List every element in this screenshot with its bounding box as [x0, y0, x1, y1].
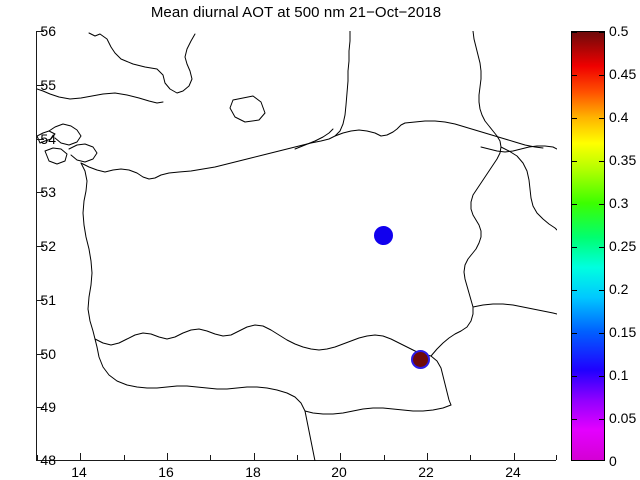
y-axis-label-49: 49 [40, 399, 56, 415]
y-axis-label-55: 55 [40, 77, 56, 93]
colorbar-label-0.15: 0.15 [609, 324, 637, 340]
colorbar-tick [599, 32, 604, 33]
colorbar-tick [572, 161, 577, 162]
y-axis-label-50: 50 [40, 346, 56, 362]
x-tick-major [254, 453, 255, 460]
colorbar-label-0.5: 0.5 [609, 23, 629, 39]
x-tick-minor [384, 455, 385, 460]
colorbar-tick [599, 247, 604, 248]
x-tick-major [427, 453, 428, 460]
colorbar-gradient [572, 32, 604, 460]
colorbar-tick [599, 376, 604, 377]
x-axis-label-16: 16 [158, 464, 174, 480]
colorbar-label-0: 0 [609, 453, 617, 469]
colorbar-label-0.25: 0.25 [609, 238, 637, 254]
x-tick-minor [556, 455, 557, 460]
x-tick-minor [210, 455, 211, 460]
colorbar-tick [572, 75, 577, 76]
y-axis-label-53: 53 [40, 184, 56, 200]
x-tick-minor [470, 455, 471, 460]
colorbar-tick [572, 290, 577, 291]
colorbar-tick [572, 376, 577, 377]
x-axis-label-22: 22 [418, 464, 434, 480]
x-tick-major [514, 453, 515, 460]
colorbar-tick [599, 204, 604, 205]
y-tick-major [37, 246, 44, 247]
colorbar-tick [572, 247, 577, 248]
page-title: Mean diurnal AOT at 500 nm 21−Oct−2018 [150, 4, 442, 21]
y-axis-label-56: 56 [40, 23, 56, 39]
x-tick-minor [297, 455, 298, 460]
colorbar-tick [599, 290, 604, 291]
colorbar-label-0.2: 0.2 [609, 281, 629, 297]
y-tick-major [37, 31, 44, 32]
x-axis-label-20: 20 [331, 464, 347, 480]
colorbar-tick [572, 419, 577, 420]
y-tick-major [37, 460, 44, 461]
colorbar-label-0.4: 0.4 [609, 109, 629, 125]
map-plot-area [36, 31, 557, 461]
colorbar-label-0.35: 0.35 [609, 152, 637, 168]
y-tick-major [37, 300, 44, 301]
y-axis-label-48: 48 [40, 452, 56, 468]
colorbar-tick [599, 161, 604, 162]
x-tick-minor [37, 455, 38, 460]
colorbar-tick [599, 333, 604, 334]
colorbar-tick [572, 32, 577, 33]
x-tick-major [80, 453, 81, 460]
x-axis-label-24: 24 [505, 464, 521, 480]
colorbar-tick [572, 333, 577, 334]
colorbar-tick [599, 118, 604, 119]
colorbar-tick [599, 75, 604, 76]
x-axis-label-14: 14 [71, 464, 87, 480]
x-tick-major [167, 453, 168, 460]
x-tick-minor [124, 455, 125, 460]
map-outline [37, 31, 557, 461]
x-axis-label-18: 18 [245, 464, 261, 480]
colorbar [571, 31, 605, 461]
colorbar-label-0.05: 0.05 [609, 410, 637, 426]
y-tick-major [37, 139, 44, 140]
colorbar-label-0.45: 0.45 [609, 66, 637, 82]
y-tick-major [37, 354, 44, 355]
data-point-station-warsaw[interactable] [374, 225, 394, 245]
y-axis-label-52: 52 [40, 238, 56, 254]
y-tick-major [37, 85, 44, 86]
colorbar-tick [572, 118, 577, 119]
colorbar-tick [572, 204, 577, 205]
y-axis-label-51: 51 [40, 292, 56, 308]
y-tick-major [37, 192, 44, 193]
colorbar-tick [599, 419, 604, 420]
x-tick-major [340, 453, 341, 460]
y-axis-label-54: 54 [40, 131, 56, 147]
data-point-station-strzyzow[interactable] [411, 350, 430, 370]
y-tick-major [37, 407, 44, 408]
colorbar-label-0.1: 0.1 [609, 367, 629, 383]
colorbar-label-0.3: 0.3 [609, 195, 629, 211]
